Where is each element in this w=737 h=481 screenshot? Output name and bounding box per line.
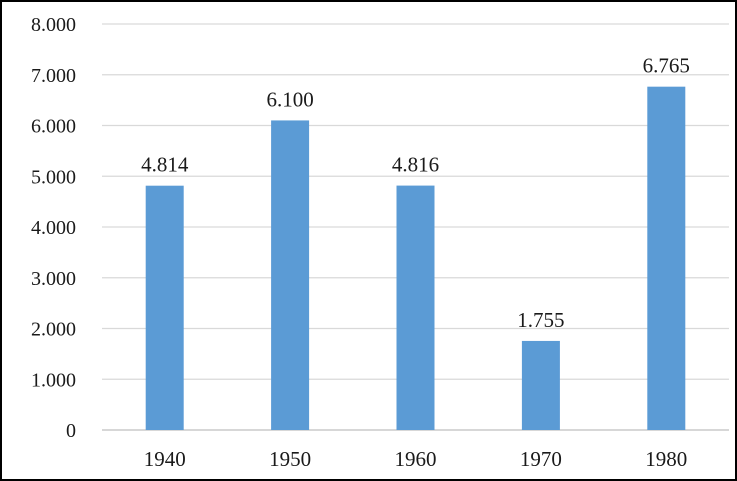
y-tick-label: 0 (66, 420, 76, 442)
y-tick-label: 3.000 (31, 268, 76, 290)
bar-1960 (396, 185, 435, 430)
bar-1940 (145, 185, 184, 430)
data-label: 6.765 (643, 54, 690, 78)
y-tick-label: 4.000 (31, 217, 76, 239)
data-labels: 4.814 6.100 4.816 1.755 6.765 (141, 54, 690, 332)
y-tick-label: 5.000 (31, 166, 76, 188)
x-axis-tick-labels: 1940 1950 1960 1970 1980 (144, 447, 688, 471)
x-tick-label: 1960 (395, 447, 437, 471)
data-label: 1.755 (517, 308, 564, 332)
x-tick-label: 1980 (645, 447, 687, 471)
y-tick-label: 6.000 (31, 116, 76, 138)
y-tick-label: 7.000 (31, 65, 76, 87)
x-tick-label: 1950 (269, 447, 311, 471)
bar-1950 (271, 120, 310, 431)
y-tick-label: 8.000 (31, 14, 76, 36)
y-axis-tick-labels: 0 1.000 2.000 3.000 4.000 5.000 6.000 7.000 8.00… (31, 14, 76, 442)
bar-1980 (647, 86, 686, 431)
data-label: 4.816 (392, 153, 439, 177)
bars (145, 86, 686, 431)
y-tick-label: 2.000 (31, 319, 76, 341)
x-tick-label: 1940 (144, 447, 186, 471)
data-label: 6.100 (266, 87, 313, 111)
x-tick-label: 1970 (520, 447, 562, 471)
bar-1970 (521, 340, 560, 430)
data-label: 4.814 (141, 153, 189, 177)
y-tick-label: 1.000 (31, 369, 76, 391)
